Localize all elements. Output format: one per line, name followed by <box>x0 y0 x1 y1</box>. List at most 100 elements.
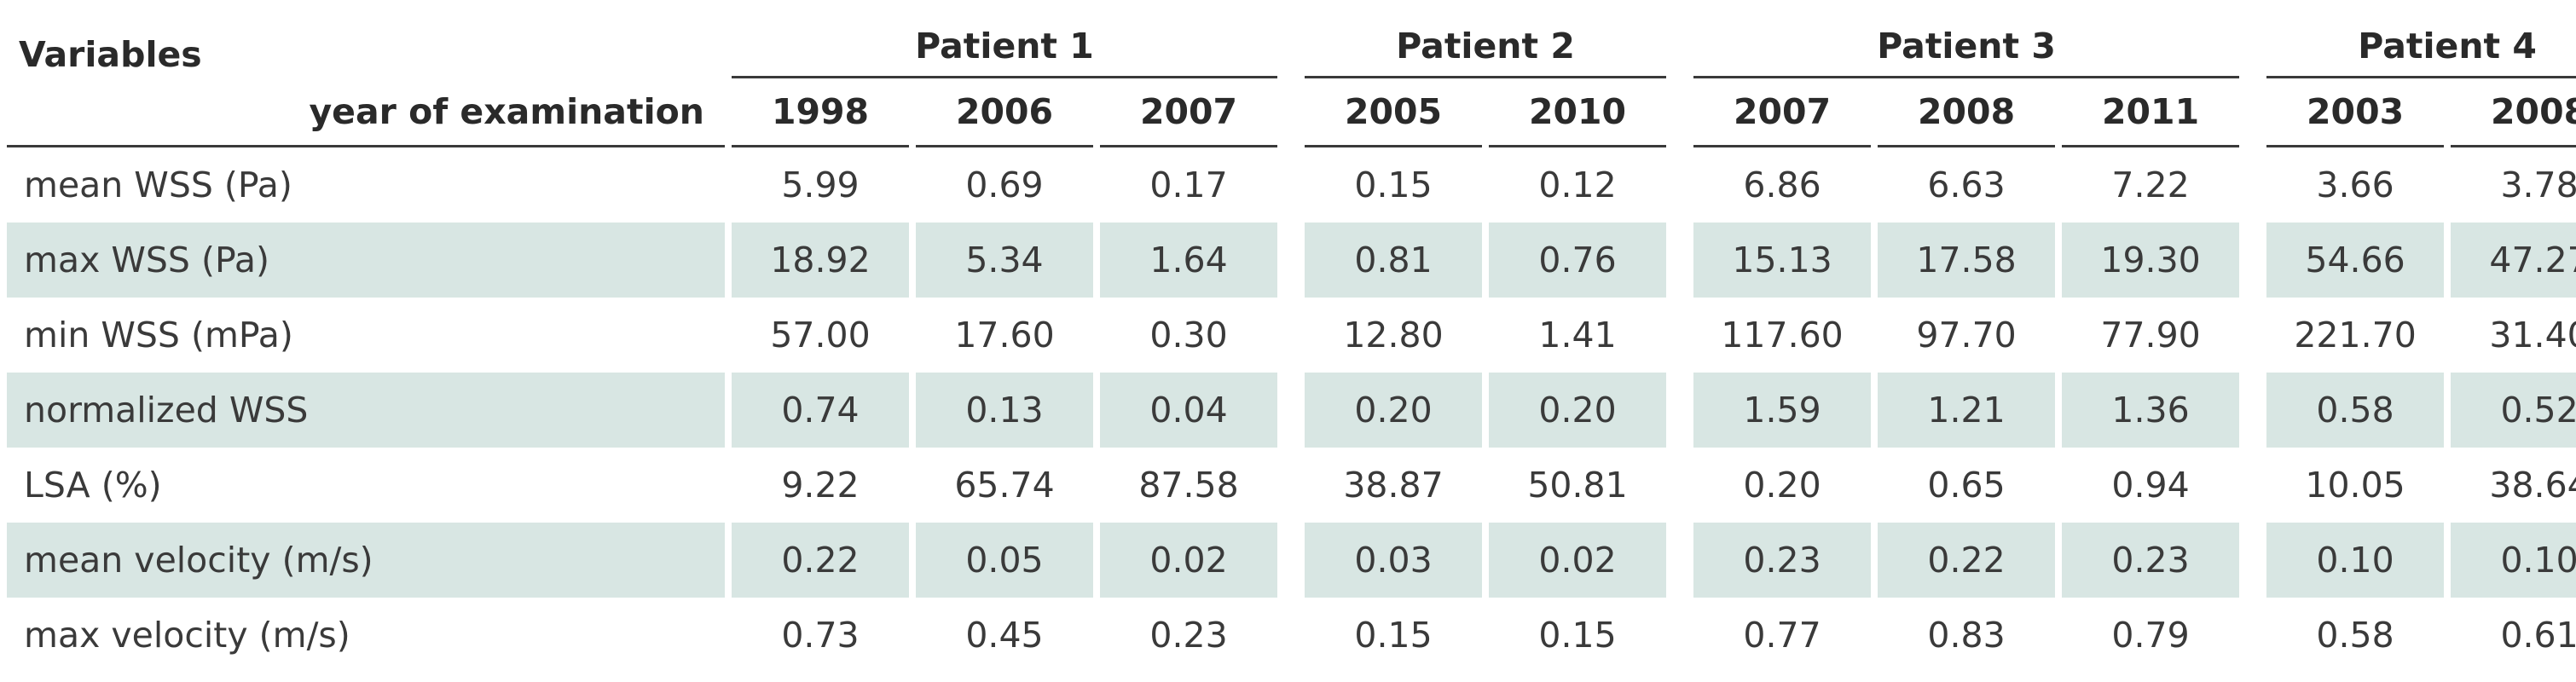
table-cell: 0.77 <box>1743 615 1821 656</box>
table-cell: 38.64 <box>2489 465 2576 506</box>
table-row: max velocity (m/s) 0.73 0.45 0.23 0.15 0.15 0.… <box>7 598 2576 673</box>
table-cell: 77.90 <box>2100 315 2201 355</box>
table-cell: 0.73 <box>781 615 860 656</box>
table-cell: 31.40 <box>2489 315 2576 355</box>
table-cell: 15.13 <box>1693 223 1872 298</box>
column-gap <box>1284 78 1298 147</box>
table-cell: 0.03 <box>1305 523 1483 598</box>
table-row: LSA (%) 9.22 65.74 87.58 38.87 50.81 0.20 0.65 0… <box>7 448 2576 523</box>
year-header: 2008 <box>1878 78 2056 147</box>
table-cell: 5.99 <box>781 165 860 205</box>
year-header: 2010 <box>1489 78 1667 147</box>
table-cell: 0.23 <box>1149 615 1228 656</box>
row-label: mean WSS (Pa) <box>24 165 292 205</box>
patient-2-header: Patient 2 <box>1305 15 1667 78</box>
year-header: 2005 <box>1305 78 1483 147</box>
table-cell: 0.05 <box>916 523 1093 598</box>
table-cell: 65.74 <box>954 465 1055 506</box>
table-cell: 6.63 <box>1927 165 2006 205</box>
table-cell: 0.74 <box>732 373 909 448</box>
table-cell: 0.15 <box>1538 615 1617 656</box>
column-gap <box>2246 15 2260 78</box>
table-cell: 0.58 <box>2266 373 2445 448</box>
column-gap <box>2246 448 2260 523</box>
table-row: mean velocity (m/s) 0.22 0.05 0.02 0.03 0.02 0… <box>7 523 2576 598</box>
year-header: 2007 <box>1100 78 1278 147</box>
patient-3-header: Patient 3 <box>1693 15 2240 78</box>
table-cell: 221.70 <box>2294 315 2417 355</box>
row-label: min WSS (mPa) <box>24 315 293 355</box>
table-cell: 0.10 <box>2266 523 2445 598</box>
table-cell: 0.76 <box>1489 223 1667 298</box>
table-row: min WSS (mPa) 57.00 17.60 0.30 12.80 1.41 117.… <box>7 298 2576 373</box>
column-gap <box>2246 373 2260 448</box>
column-gap <box>1284 598 1298 673</box>
table-cell: 1.64 <box>1100 223 1278 298</box>
table-body: mean WSS (Pa) 5.99 0.69 0.17 0.15 0.12 6.86 6.6… <box>7 147 2576 673</box>
column-gap <box>1673 448 1687 523</box>
table-cell: 47.27 <box>2451 223 2576 298</box>
table-cell: 0.12 <box>1538 165 1617 205</box>
column-gap <box>2246 523 2260 598</box>
column-gap <box>2246 298 2260 373</box>
table-cell: 0.58 <box>2316 615 2394 656</box>
row-label: mean velocity (m/s) <box>7 523 725 598</box>
table-cell: 6.86 <box>1743 165 1821 205</box>
column-gap <box>1673 78 1687 147</box>
column-gap <box>1284 298 1298 373</box>
table-row: mean WSS (Pa) 5.99 0.69 0.17 0.15 0.12 6.86 6.6… <box>7 147 2576 223</box>
table-cell: 0.81 <box>1305 223 1483 298</box>
table-cell: 1.36 <box>2062 373 2240 448</box>
row-label: max WSS (Pa) <box>7 223 725 298</box>
table-cell: 54.66 <box>2266 223 2445 298</box>
table-cell: 0.65 <box>1927 465 2006 506</box>
row-label: LSA (%) <box>24 465 162 506</box>
table-cell: 17.60 <box>954 315 1055 355</box>
table-row: max WSS (Pa) 18.92 5.34 1.64 0.81 0.76 15.13 17… <box>7 223 2576 298</box>
table-cell: 1.21 <box>1878 373 2056 448</box>
table-cell: 97.70 <box>1916 315 2017 355</box>
table-cell: 0.15 <box>1354 615 1433 656</box>
table-cell: 10.05 <box>2305 465 2405 506</box>
table-cell: 0.94 <box>2111 465 2190 506</box>
table-cell: 0.30 <box>1149 315 1228 355</box>
table-cell: 0.04 <box>1100 373 1278 448</box>
column-gap <box>1673 298 1687 373</box>
table-cell: 57.00 <box>770 315 871 355</box>
wss-results-table: Variables Patient 1 Patient 2 Patient 3 … <box>0 15 2576 673</box>
table-cell: 0.23 <box>1693 523 1872 598</box>
table-cell: 0.02 <box>1489 523 1667 598</box>
table-cell: 1.59 <box>1693 373 1872 448</box>
table-cell: 117.60 <box>1721 315 1844 355</box>
column-gap <box>1673 598 1687 673</box>
table-cell: 0.45 <box>965 615 1044 656</box>
table-cell: 18.92 <box>732 223 909 298</box>
table-cell: 38.87 <box>1343 465 1444 506</box>
row-label: normalized WSS <box>7 373 725 448</box>
row-label: max velocity (m/s) <box>24 615 350 656</box>
table-cell: 0.13 <box>916 373 1093 448</box>
column-gap <box>1284 448 1298 523</box>
table-cell: 3.66 <box>2316 165 2394 205</box>
column-gap <box>1284 223 1298 298</box>
table-cell: 0.10 <box>2451 523 2576 598</box>
table-cell: 3.78 <box>2500 165 2576 205</box>
table-cell: 87.58 <box>1138 465 1239 506</box>
table-cell: 0.22 <box>1878 523 2056 598</box>
patient-1-header: Patient 1 <box>732 15 1278 78</box>
variables-header: Variables <box>19 34 202 75</box>
column-gap <box>1284 373 1298 448</box>
table-cell: 0.83 <box>1927 615 2006 656</box>
year-header: 2011 <box>2062 78 2240 147</box>
year-of-examination-header: year of examination <box>7 78 725 147</box>
table-cell: 50.81 <box>1527 465 1628 506</box>
table-cell: 17.58 <box>1878 223 2056 298</box>
table-cell: 0.20 <box>1489 373 1667 448</box>
patient-4-header: Patient 4 <box>2266 15 2576 78</box>
column-gap <box>1284 523 1298 598</box>
table-row: normalized WSS 0.74 0.13 0.04 0.20 0.20 1.59 1.… <box>7 373 2576 448</box>
year-header: 1998 <box>732 78 909 147</box>
table-cell: 0.23 <box>2062 523 2240 598</box>
table-cell: 0.20 <box>1305 373 1483 448</box>
table-cell: 0.20 <box>1743 465 1821 506</box>
